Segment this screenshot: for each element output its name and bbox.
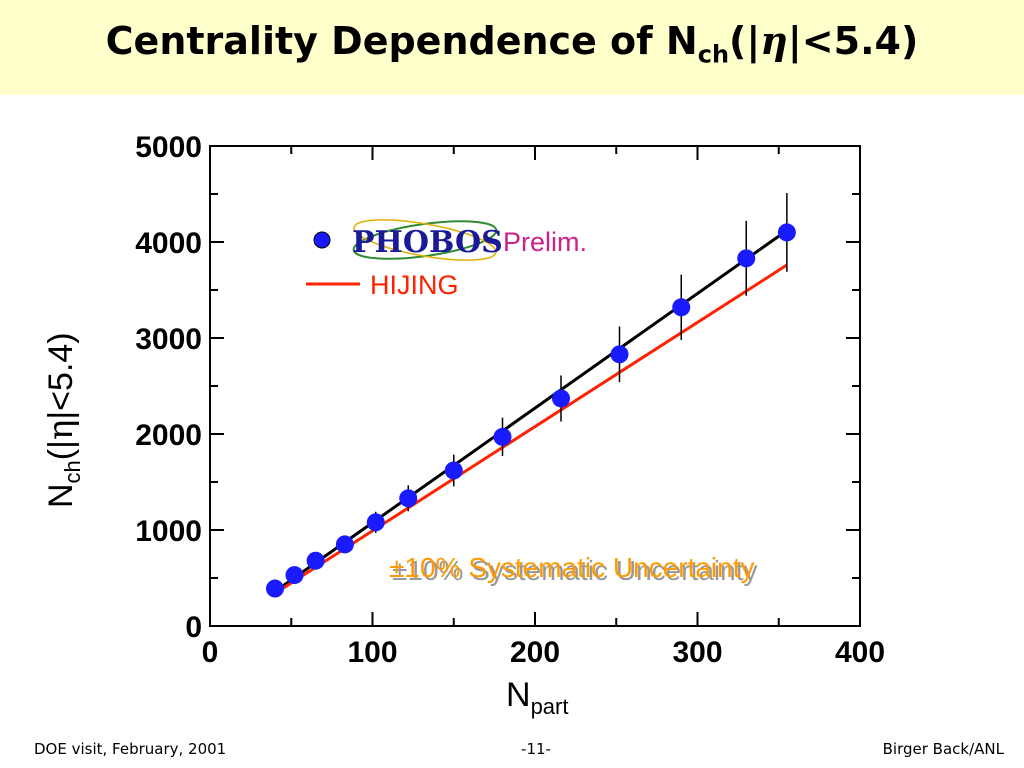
- title-subscript: ch: [697, 40, 730, 69]
- x-tick-label: 100: [347, 636, 397, 669]
- legend-hijing-label: HIJING: [370, 270, 459, 300]
- y-axis-label-eta: η: [41, 420, 81, 440]
- data-point: [306, 551, 325, 570]
- y-axis-label-open: (|: [42, 440, 80, 460]
- y-axis-label: Nch(|η|<5.4): [41, 332, 85, 508]
- title-prefix: Centrality Dependence of N: [105, 19, 698, 63]
- title-eta: η: [760, 18, 788, 63]
- title-open: (|: [729, 19, 761, 63]
- data-point: [335, 535, 354, 554]
- y-axis-label-sub: ch: [60, 460, 85, 483]
- footer-left: DOE visit, February, 2001: [34, 740, 227, 758]
- x-tick-label: 0: [202, 636, 219, 669]
- data-point: [777, 223, 796, 242]
- legend-phobos-label: Prelim.: [503, 227, 587, 257]
- data-point: [266, 579, 284, 598]
- phobos-logo-text: PHOBOS: [352, 225, 503, 260]
- x-axis-label-sub: part: [531, 694, 569, 719]
- hijing-line: [274, 263, 788, 595]
- footer-right: Birger Back/ANL: [882, 740, 1004, 758]
- annotation-shadow: ±10% Systematic Uncertainty: [392, 555, 758, 586]
- data-point: [285, 566, 304, 585]
- data-point: [610, 345, 629, 364]
- y-tick-label: 1000: [135, 515, 202, 548]
- data-point: [399, 489, 418, 508]
- data-point: [552, 389, 570, 408]
- page-title: Centrality Dependence of Nch(|η|<5.4): [0, 18, 1024, 69]
- phobos-logo: PHOBOS: [352, 219, 503, 261]
- data-point: [444, 461, 463, 480]
- y-axis-label-main: N: [42, 483, 80, 508]
- data-point: [366, 513, 385, 532]
- title-bar: [0, 0, 1024, 95]
- data-point: [672, 298, 691, 317]
- y-tick-label: 0: [185, 611, 202, 644]
- axis-ticks: [209, 145, 861, 627]
- y-tick-label: 3000: [135, 323, 202, 356]
- annotation-text: ±10% Systematic Uncertainty: [389, 552, 755, 583]
- x-tick-label: 300: [672, 636, 722, 669]
- title-close: |<5.4): [787, 19, 919, 63]
- x-axis-label-main: N: [506, 676, 531, 714]
- data-points: [266, 193, 796, 598]
- y-tick-label: 4000: [135, 227, 202, 260]
- x-tick-label: 200: [510, 636, 560, 669]
- legend-phobos-marker: [313, 231, 331, 249]
- footer-page-number: -11-: [521, 740, 551, 758]
- data-point: [493, 427, 512, 446]
- y-axis-label-close: |<5.4): [42, 332, 80, 419]
- series-lines: [274, 229, 788, 595]
- y-tick-label: 5000: [135, 131, 202, 164]
- data-point: [737, 249, 756, 268]
- fit-line: [274, 229, 788, 593]
- y-tick-label: 2000: [135, 419, 202, 452]
- x-axis-label: Npart: [506, 676, 568, 719]
- x-tick-label: 400: [835, 636, 885, 669]
